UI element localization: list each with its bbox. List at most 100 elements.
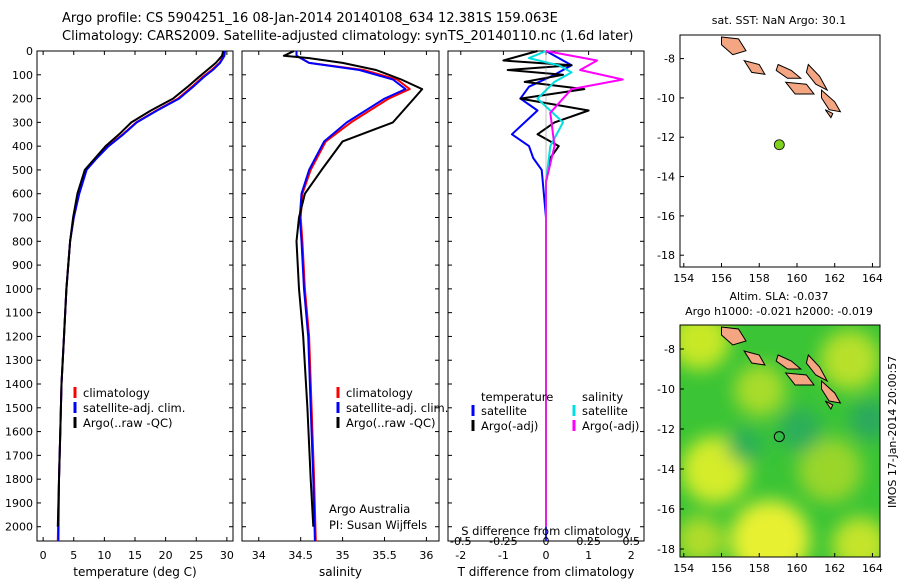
depth-tick-label: 0 [26,45,33,58]
depth-tick-label: 1800 [5,473,33,486]
lon-tick-label: 164 [862,562,883,575]
map-sla-subtitle: Argo h1000: -0.021 h2000: -0.019 [685,305,873,318]
depth-tick-label: 900 [12,259,33,272]
plots-layer: 0100200300400500600700800900100011001200… [5,14,883,579]
sla-anomaly-blob [734,364,786,416]
x-tick-label: 0 [543,549,550,562]
island [721,36,747,56]
x-tick-label: 35 [336,549,350,562]
argo-position-marker [773,431,785,443]
coastlines [721,326,842,410]
island [784,81,816,95]
depth-tick-label: 100 [12,69,33,82]
x-axis-label: salinity [319,565,362,579]
lon-tick-label: 162 [824,272,845,285]
sla-anomaly-blob [727,427,763,463]
sla-anomaly-blob [798,438,862,502]
depth-tick-label: 600 [12,188,33,201]
salinity-panel: 34 34.5 35 35.5 36 salinity climatologysatelli… [241,50,448,579]
lat-tick-label: -16 [657,503,675,516]
x-tick-label: -2 [455,549,466,562]
lat-tick-label: -18 [657,249,675,262]
header-line-2: Climatology: CARS2009. Satellite-adjuste… [62,29,634,44]
depth-tick-label: 1300 [5,354,33,367]
depth-tick-label: 300 [12,116,33,129]
temperature-axes-frame [36,50,234,542]
argo-position-marker [773,139,785,151]
lon-tick-label: 156 [711,272,732,285]
lat-tick-label: -16 [657,210,675,223]
island [775,63,803,79]
lat-tick-label: -8 [664,53,675,66]
island [721,326,747,346]
island [824,109,834,119]
s-tick-label: 0.25 [576,535,601,548]
legend-label: satellite [582,404,628,418]
depth-tick-label: 400 [12,140,33,153]
sla-anomaly-blob [820,330,880,390]
depth-tick-label: 700 [12,212,33,225]
sla-field [680,325,880,557]
depth-tick-label: 1400 [5,378,33,391]
depth-tick-label: 200 [12,93,33,106]
legend-label: climatology [83,386,150,400]
lon-tick-label: 154 [673,272,694,285]
legend-label: Argo(..raw -QC) [83,416,173,430]
x-tick-label: 34.5 [288,549,313,562]
lon-tick-label: 156 [711,562,732,575]
lon-tick-label: 158 [749,272,770,285]
x-tick-label: 1 [585,549,592,562]
annotation-line-1: Argo Australia [329,502,410,516]
island [805,353,829,383]
island [743,59,766,75]
x-tick-label: 15 [128,549,142,562]
lon-tick-label: 160 [786,562,807,575]
depth-tick-label: 800 [12,235,33,248]
s-tick-label: 0.5 [622,535,640,548]
map_sla-frame [679,324,881,558]
depth-tick-label: 1900 [5,497,33,510]
legend-label: satellite [481,404,527,418]
lon-tick-label: 162 [824,562,845,575]
x-tick-label: 35.5 [372,549,397,562]
coastlines [721,36,842,119]
lat-tick-label: -12 [657,131,675,144]
island [805,63,829,92]
legend-label: satellite-adj. clim. [83,401,185,415]
x-tick-label: 2 [628,549,635,562]
s-tick-label: -0.5 [450,535,471,548]
x-tick-label: 25 [189,549,203,562]
lon-tick-label: 160 [786,272,807,285]
lat-tick-label: -14 [657,463,675,476]
x-tick-label: 20 [159,549,173,562]
sla-anomaly-blob [832,517,880,557]
difference-panel: -2 -1 0 1 2 T difference from climatology S di… [447,50,645,579]
sla-anomaly-blob [730,500,810,557]
lat-tick-label: -10 [657,383,675,396]
series-satellite-adj-clim- [295,51,407,542]
salinity-axes-frame [241,50,440,542]
lon-tick-label: 158 [749,562,770,575]
sla-anomaly-blob [680,516,724,557]
legend-label: Argo(-adj) [582,419,639,433]
island [821,379,842,404]
legend-temperature-title: temperature [481,390,553,404]
sla-anomaly-blob [680,325,730,370]
legend-label: satellite-adj. clim. [346,401,448,415]
x-tick-label: 34 [252,549,266,562]
lon-tick-label: 164 [862,272,883,285]
depth-tick-label: 1200 [5,330,33,343]
depth-tick-label: 1000 [5,283,33,296]
island [824,400,834,410]
lon-tick-label: 154 [673,562,694,575]
header-line-1: Argo profile: CS 5904251_16 08-Jan-2014 … [62,11,558,26]
island [743,350,766,366]
sla-blobs [680,325,880,557]
depth-tick-label: 1500 [5,402,33,415]
side-label: IMOS 17-Jan-2014 20:00:57 [886,355,899,508]
island [775,354,803,370]
legend-salinity-title: salinity [582,390,623,404]
x-tick-label: 36 [419,549,433,562]
s-tick-label: 0 [543,535,550,548]
